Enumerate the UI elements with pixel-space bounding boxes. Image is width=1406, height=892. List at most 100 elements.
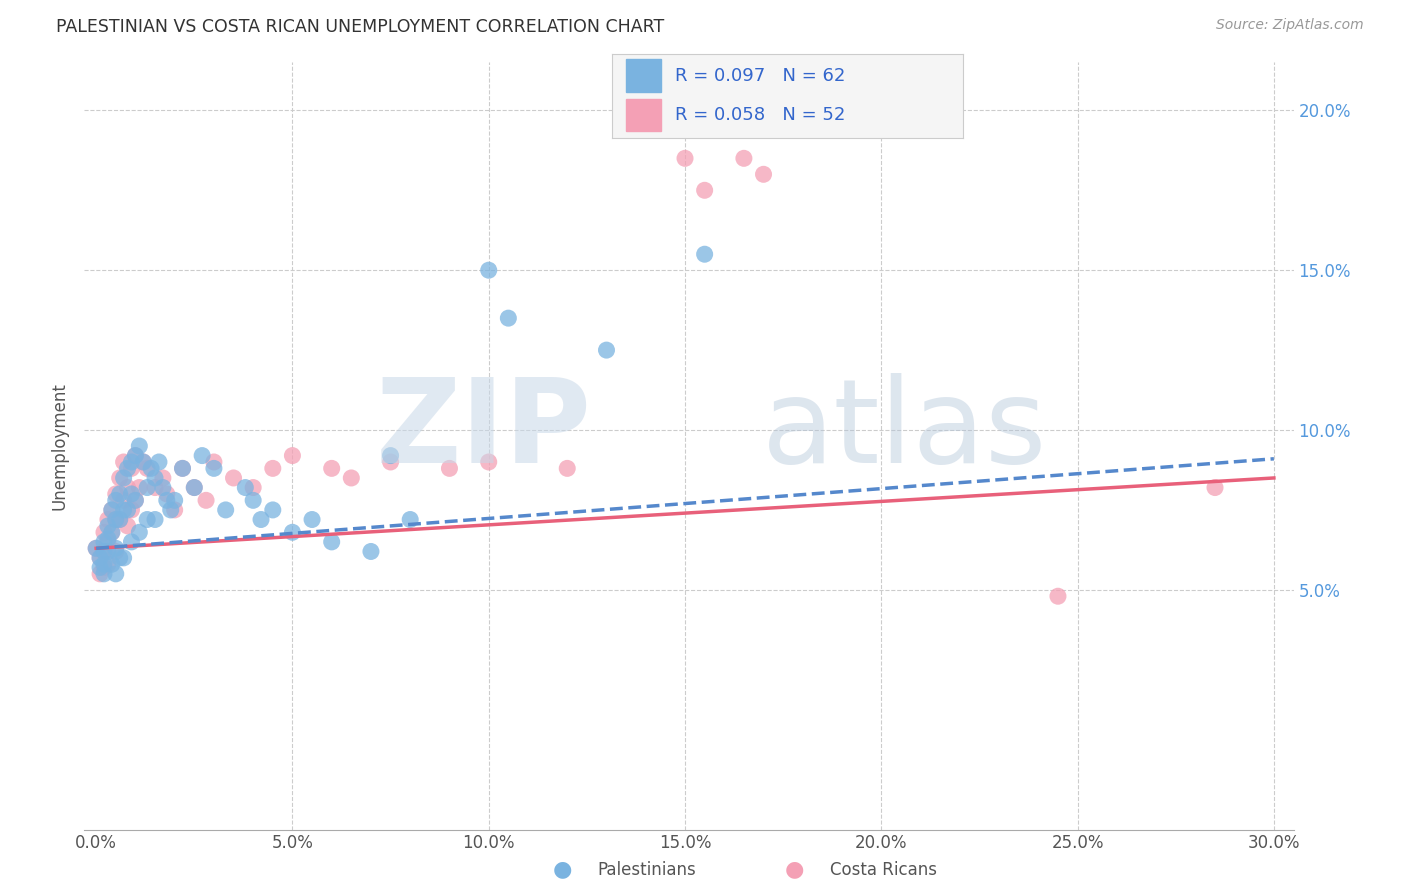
Point xyxy=(242,493,264,508)
Point xyxy=(136,461,159,475)
Point xyxy=(242,481,264,495)
Point xyxy=(84,541,107,556)
Point xyxy=(121,461,143,475)
Point xyxy=(108,487,131,501)
Point xyxy=(233,481,256,495)
Text: ●: ● xyxy=(785,860,804,880)
Point xyxy=(93,534,115,549)
Point xyxy=(156,493,179,508)
Point xyxy=(202,461,225,475)
Point xyxy=(101,525,124,540)
Point xyxy=(97,534,120,549)
Point xyxy=(112,455,135,469)
Point xyxy=(693,247,716,261)
Point xyxy=(713,120,735,134)
Point xyxy=(104,512,127,526)
Point xyxy=(124,449,146,463)
Point xyxy=(673,151,696,165)
Point xyxy=(380,449,402,463)
Point xyxy=(143,471,166,485)
Point xyxy=(112,503,135,517)
Text: R = 0.097   N = 62: R = 0.097 N = 62 xyxy=(675,67,845,85)
Point xyxy=(128,439,150,453)
Point xyxy=(439,461,461,475)
Point xyxy=(321,534,343,549)
Point xyxy=(128,481,150,495)
Point xyxy=(97,544,120,558)
Point xyxy=(121,455,143,469)
Point xyxy=(222,471,245,485)
Point xyxy=(733,151,755,165)
Point xyxy=(281,525,304,540)
Point xyxy=(215,503,238,517)
Point xyxy=(183,481,205,495)
Text: ZIP: ZIP xyxy=(377,373,592,488)
Point xyxy=(89,550,111,565)
Point xyxy=(112,493,135,508)
Point xyxy=(89,550,111,565)
Point xyxy=(93,544,115,558)
Text: PALESTINIAN VS COSTA RICAN UNEMPLOYMENT CORRELATION CHART: PALESTINIAN VS COSTA RICAN UNEMPLOYMENT … xyxy=(56,18,665,36)
Point xyxy=(693,183,716,197)
Point xyxy=(139,461,162,475)
Point xyxy=(321,461,343,475)
Point xyxy=(380,455,402,469)
Y-axis label: Unemployment: Unemployment xyxy=(51,382,69,510)
Point xyxy=(1046,589,1069,603)
Point xyxy=(143,481,166,495)
Bar xyxy=(626,60,661,92)
Point xyxy=(183,481,205,495)
Point xyxy=(93,560,115,574)
Point xyxy=(121,487,143,501)
Point xyxy=(136,481,159,495)
Point xyxy=(97,512,120,526)
Point xyxy=(121,534,143,549)
Point xyxy=(101,503,124,517)
Text: R = 0.058   N = 52: R = 0.058 N = 52 xyxy=(675,106,845,124)
Point xyxy=(132,455,155,469)
Point xyxy=(108,512,131,526)
Point xyxy=(281,449,304,463)
Point xyxy=(136,512,159,526)
Point xyxy=(159,503,181,517)
Point xyxy=(84,541,107,556)
Point xyxy=(340,471,363,485)
Point xyxy=(478,455,501,469)
Point xyxy=(101,525,124,540)
Point xyxy=(101,558,124,572)
Point xyxy=(399,512,422,526)
Point xyxy=(108,550,131,565)
Point xyxy=(121,503,143,517)
Point xyxy=(195,493,218,508)
Point xyxy=(152,481,174,495)
Point xyxy=(97,532,120,546)
Point xyxy=(104,544,127,558)
Point xyxy=(93,525,115,540)
Point xyxy=(156,487,179,501)
Point xyxy=(202,455,225,469)
Point xyxy=(1204,481,1226,495)
Point xyxy=(108,512,131,526)
Point xyxy=(191,449,214,463)
Point xyxy=(104,512,127,526)
Point xyxy=(117,481,139,495)
Point xyxy=(124,493,146,508)
Point xyxy=(595,343,617,357)
Point xyxy=(152,471,174,485)
Point xyxy=(163,493,186,508)
Point xyxy=(97,558,120,572)
Point xyxy=(360,544,382,558)
Point xyxy=(104,541,127,556)
Point xyxy=(112,471,135,485)
Point xyxy=(172,461,194,475)
Point xyxy=(108,471,131,485)
Text: Palestinians: Palestinians xyxy=(598,861,696,879)
Point xyxy=(498,311,520,326)
Point xyxy=(93,544,115,558)
Point xyxy=(117,519,139,533)
Text: Source: ZipAtlas.com: Source: ZipAtlas.com xyxy=(1216,18,1364,32)
Point xyxy=(117,461,139,475)
Point xyxy=(104,487,127,501)
Point xyxy=(262,503,284,517)
Point xyxy=(89,566,111,581)
